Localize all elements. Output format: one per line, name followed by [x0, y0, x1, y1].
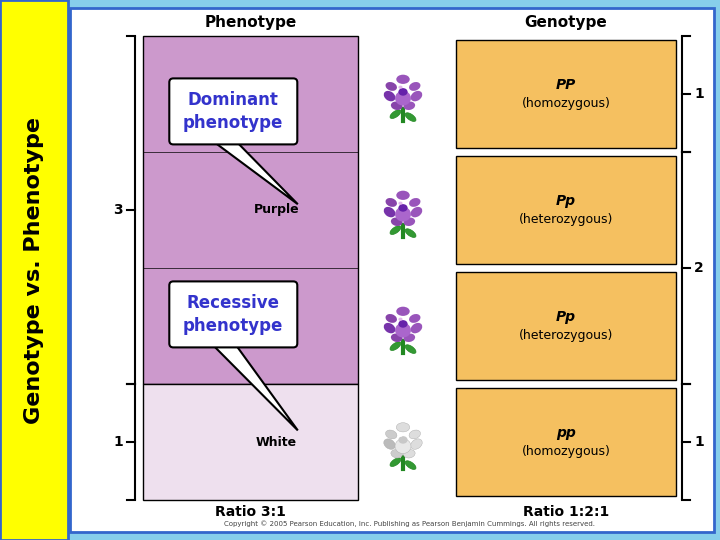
Ellipse shape	[405, 229, 416, 238]
Ellipse shape	[384, 91, 395, 102]
Text: pp: pp	[556, 426, 576, 440]
Text: Genotype: Genotype	[525, 15, 608, 30]
Ellipse shape	[398, 436, 408, 444]
Ellipse shape	[390, 458, 401, 467]
Ellipse shape	[384, 207, 395, 217]
Ellipse shape	[385, 430, 397, 439]
Text: 1: 1	[694, 435, 703, 449]
FancyBboxPatch shape	[169, 78, 297, 144]
Text: (homozygous): (homozygous)	[521, 444, 611, 457]
Ellipse shape	[384, 323, 395, 333]
Ellipse shape	[409, 198, 420, 207]
Ellipse shape	[405, 345, 416, 354]
Text: Ratio 1:2:1: Ratio 1:2:1	[523, 505, 609, 519]
Text: (homozygous): (homozygous)	[521, 97, 611, 110]
Bar	[143, 384, 358, 500]
Ellipse shape	[409, 82, 420, 91]
Bar	[456, 388, 676, 496]
Text: Genotype vs. Phenotype: Genotype vs. Phenotype	[24, 117, 44, 423]
Ellipse shape	[410, 439, 422, 449]
Ellipse shape	[385, 82, 397, 91]
Ellipse shape	[391, 218, 402, 226]
Ellipse shape	[398, 88, 408, 96]
Ellipse shape	[385, 314, 397, 323]
Bar	[70, 8, 714, 532]
Text: Purple: Purple	[253, 204, 299, 217]
Text: PP: PP	[556, 78, 576, 92]
Ellipse shape	[398, 201, 402, 205]
Ellipse shape	[390, 226, 401, 234]
Ellipse shape	[398, 318, 402, 321]
Ellipse shape	[395, 207, 411, 221]
Ellipse shape	[396, 191, 410, 200]
Bar	[456, 272, 676, 380]
Text: Purple: Purple	[253, 87, 299, 100]
Ellipse shape	[410, 91, 422, 102]
Text: (heterozygous): (heterozygous)	[519, 213, 613, 226]
Text: Pp: Pp	[556, 310, 576, 324]
Ellipse shape	[390, 110, 401, 118]
Text: Phenotype: Phenotype	[204, 15, 297, 30]
Bar	[456, 156, 676, 264]
Text: Copyright © 2005 Pearson Education, Inc. Publishing as Pearson Benjamin Cummings: Copyright © 2005 Pearson Education, Inc.…	[224, 521, 595, 527]
Text: Recessive
phenotype: Recessive phenotype	[183, 294, 284, 335]
Bar	[143, 36, 358, 384]
Ellipse shape	[403, 334, 415, 342]
Polygon shape	[210, 138, 298, 204]
Ellipse shape	[410, 207, 422, 217]
Text: 1: 1	[113, 435, 123, 449]
Ellipse shape	[396, 307, 410, 316]
Ellipse shape	[409, 314, 420, 323]
Ellipse shape	[403, 449, 415, 458]
Polygon shape	[210, 341, 298, 430]
Ellipse shape	[398, 204, 408, 212]
Ellipse shape	[410, 323, 422, 333]
Text: Ratio 3:1: Ratio 3:1	[215, 505, 286, 519]
Text: 1: 1	[694, 87, 703, 101]
Ellipse shape	[398, 86, 402, 89]
Text: Pp: Pp	[556, 194, 576, 208]
Text: 2: 2	[694, 261, 703, 275]
Bar	[456, 40, 676, 148]
Ellipse shape	[395, 323, 411, 338]
Ellipse shape	[391, 449, 402, 458]
Text: White: White	[256, 435, 297, 449]
Ellipse shape	[398, 434, 402, 437]
Text: Dominant
phenotype: Dominant phenotype	[183, 91, 284, 132]
Text: Purple: Purple	[253, 320, 299, 333]
Ellipse shape	[403, 218, 415, 226]
Ellipse shape	[396, 75, 410, 84]
Ellipse shape	[391, 102, 402, 110]
Ellipse shape	[405, 113, 416, 122]
FancyBboxPatch shape	[169, 281, 297, 347]
Ellipse shape	[390, 342, 401, 350]
Ellipse shape	[384, 439, 395, 449]
Text: 3: 3	[113, 203, 123, 217]
Ellipse shape	[403, 102, 415, 110]
Ellipse shape	[398, 320, 408, 328]
Ellipse shape	[395, 439, 411, 454]
Ellipse shape	[385, 198, 397, 207]
Ellipse shape	[391, 334, 402, 342]
Ellipse shape	[395, 91, 411, 105]
Ellipse shape	[405, 461, 416, 469]
Ellipse shape	[409, 430, 420, 439]
Ellipse shape	[396, 423, 410, 432]
Bar	[0, 0, 68, 540]
Text: (heterozygous): (heterozygous)	[519, 328, 613, 341]
